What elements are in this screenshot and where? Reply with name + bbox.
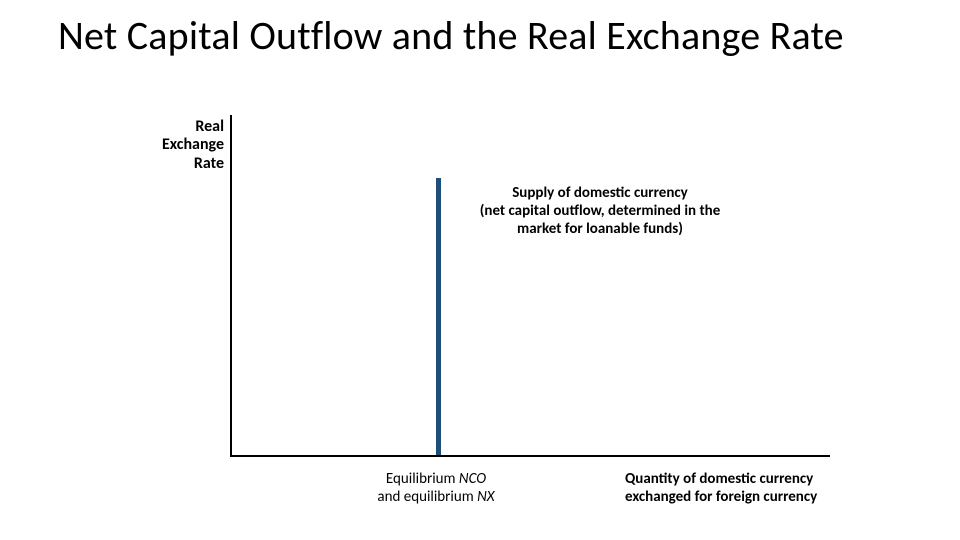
- y-axis-label-line3: Rate: [120, 155, 224, 173]
- y-axis-label-line1: Real: [120, 118, 224, 136]
- x-axis-label-line1: Quantity of domestic currency: [625, 470, 925, 488]
- eq-l2-italic: NX: [477, 488, 494, 506]
- supply-label: Supply of domestic currency (net capital…: [450, 184, 750, 238]
- equilibrium-label-line1: Equilibrium NCO: [330, 470, 542, 488]
- supply-label-line2: (net capital outflow, determined in the: [450, 202, 750, 220]
- x-axis-line: [230, 455, 830, 457]
- equilibrium-label-line2: and equilibrium NX: [330, 488, 542, 506]
- x-axis-label-line2: exchanged for foreign currency: [625, 488, 925, 506]
- supply-curve: [436, 178, 441, 455]
- eq-l2-pre: and equilibrium: [377, 488, 477, 506]
- eq-l1-pre: Equilibrium: [386, 470, 459, 488]
- slide: Net Capital Outflow and the Real Exchang…: [0, 0, 960, 540]
- y-axis-label: Real Exchange Rate: [120, 118, 224, 173]
- y-axis-line: [230, 115, 232, 457]
- supply-label-line3: market for loanable funds): [450, 220, 750, 238]
- equilibrium-label: Equilibrium NCO and equilibrium NX: [330, 470, 542, 506]
- eq-l1-italic: NCO: [459, 470, 486, 488]
- slide-title: Net Capital Outflow and the Real Exchang…: [58, 14, 888, 57]
- x-axis-label: Quantity of domestic currency exchanged …: [625, 470, 925, 506]
- supply-label-line1: Supply of domestic currency: [450, 184, 750, 202]
- y-axis-label-line2: Exchange: [120, 136, 224, 154]
